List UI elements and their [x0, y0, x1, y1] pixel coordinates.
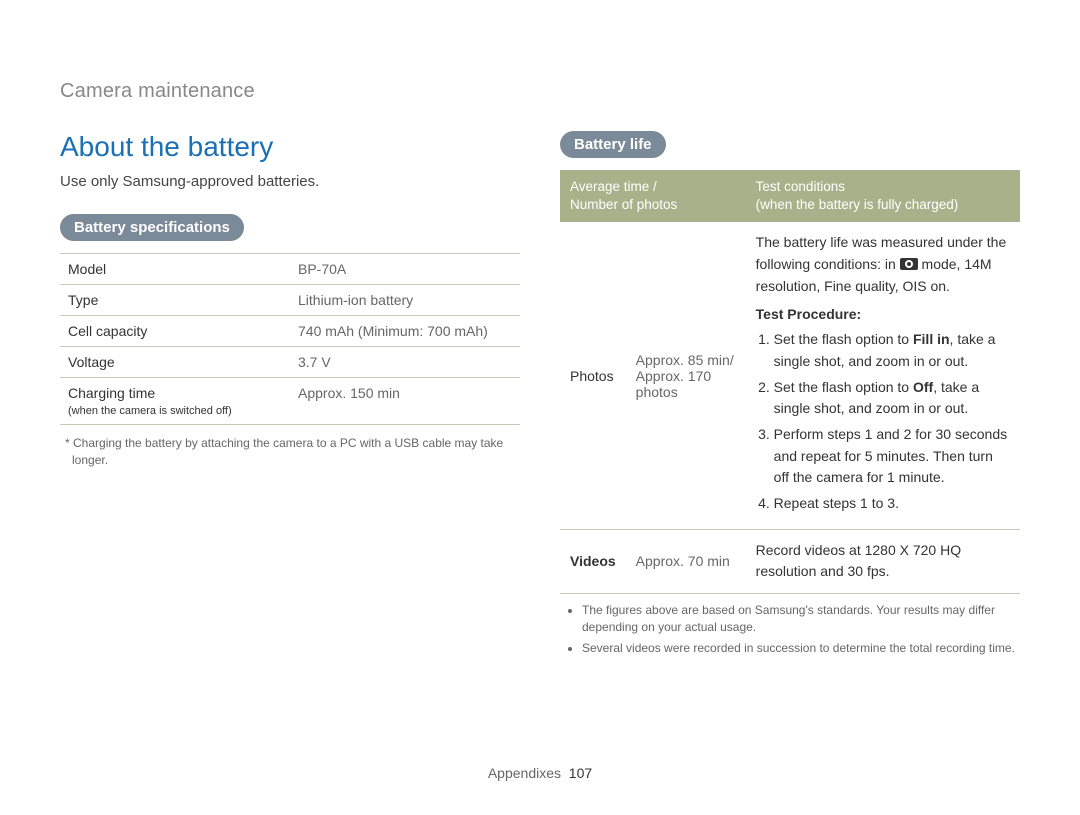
step-bold: Fill in: [913, 331, 950, 347]
breadcrumb: Camera maintenance: [60, 80, 1020, 103]
table-row: Charging time (when the camera is switch…: [60, 378, 520, 425]
step-bold: Off: [913, 379, 933, 395]
table-row: Photos Approx. 85 min/ Approx. 170 photo…: [560, 222, 1020, 529]
life-row-label-photos: Photos: [560, 222, 626, 529]
header-text: Number of photos: [570, 197, 677, 212]
spec-footnote: * Charging the battery by attaching the …: [60, 435, 520, 469]
battery-specs-table: Model BP-70A Type Lithium-ion battery Ce…: [60, 253, 520, 425]
list-item: The figures above are based on Samsung's…: [582, 602, 1020, 636]
table-row: Voltage 3.7 V: [60, 347, 520, 378]
content-columns: About the battery Use only Samsung-appro…: [60, 131, 1020, 660]
life-notes: The figures above are based on Samsung's…: [560, 602, 1020, 656]
list-item: Set the flash option to Off, take a sing…: [774, 377, 1010, 420]
spec-label: Type: [60, 285, 290, 316]
spec-label: Voltage: [60, 347, 290, 378]
header-text: (when the battery is fully charged): [756, 197, 959, 212]
table-row: Model BP-70A: [60, 254, 520, 285]
table-row: Videos Approx. 70 min Record videos at 1…: [560, 529, 1020, 593]
spec-value: Approx. 150 min: [290, 378, 520, 425]
spec-label: Cell capacity: [60, 316, 290, 347]
footer-label: Appendixes: [488, 765, 561, 781]
conditions-intro: The battery life was measured under the …: [756, 232, 1010, 297]
spec-value: Lithium-ion battery: [290, 285, 520, 316]
right-column: Battery life Average time / Number of ph…: [560, 131, 1020, 660]
spec-label: Charging time (when the camera is switch…: [60, 378, 290, 425]
page-footer: Appendixes 107: [0, 765, 1080, 781]
life-row-label-videos: Videos: [560, 529, 626, 593]
intro-text: Use only Samsung-approved batteries.: [60, 173, 520, 190]
life-videos-conditions: Record videos at 1280 X 720 HQ resolutio…: [746, 529, 1020, 593]
battery-life-table: Average time / Number of photos Test con…: [560, 170, 1020, 594]
spec-label-sub-text: when the camera is switched off: [72, 405, 228, 417]
camera-mode-icon: [900, 258, 918, 270]
spec-label-sub: (when the camera is switched off): [68, 405, 232, 417]
spec-value: 740 mAh (Minimum: 700 mAh): [290, 316, 520, 347]
list-item: Set the flash option to Fill in, take a …: [774, 329, 1010, 372]
page-number: 107: [569, 765, 592, 781]
test-procedure-label: Test Procedure:: [756, 304, 1010, 326]
step-text: Set the flash option to: [774, 331, 913, 347]
test-procedure-steps: Set the flash option to Fill in, take a …: [756, 329, 1010, 515]
life-photos-time: Approx. 85 min/ Approx. 170 photos: [626, 222, 746, 529]
list-item: Perform steps 1 and 2 for 30 seconds and…: [774, 424, 1010, 489]
spec-label: Model: [60, 254, 290, 285]
table-row: Type Lithium-ion battery: [60, 285, 520, 316]
table-row: Cell capacity 740 mAh (Minimum: 700 mAh): [60, 316, 520, 347]
step-text: Set the flash option to: [774, 379, 913, 395]
life-header-time: Average time / Number of photos: [560, 170, 746, 222]
list-item: Several videos were recorded in successi…: [582, 640, 1020, 657]
life-photos-conditions: The battery life was measured under the …: [746, 222, 1020, 529]
table-header-row: Average time / Number of photos Test con…: [560, 170, 1020, 222]
spec-label-main: Charging time: [68, 385, 155, 401]
list-item: Repeat steps 1 to 3.: [774, 493, 1010, 515]
header-text: Test conditions: [756, 179, 845, 194]
left-column: About the battery Use only Samsung-appro…: [60, 131, 520, 660]
header-text: Average time /: [570, 179, 657, 194]
life-header-conditions: Test conditions (when the battery is ful…: [746, 170, 1020, 222]
life-videos-time: Approx. 70 min: [626, 529, 746, 593]
battery-life-heading: Battery life: [560, 131, 666, 158]
battery-specs-heading: Battery specifications: [60, 214, 244, 241]
spec-value: BP-70A: [290, 254, 520, 285]
page-title: About the battery: [60, 131, 520, 163]
spec-value: 3.7 V: [290, 347, 520, 378]
